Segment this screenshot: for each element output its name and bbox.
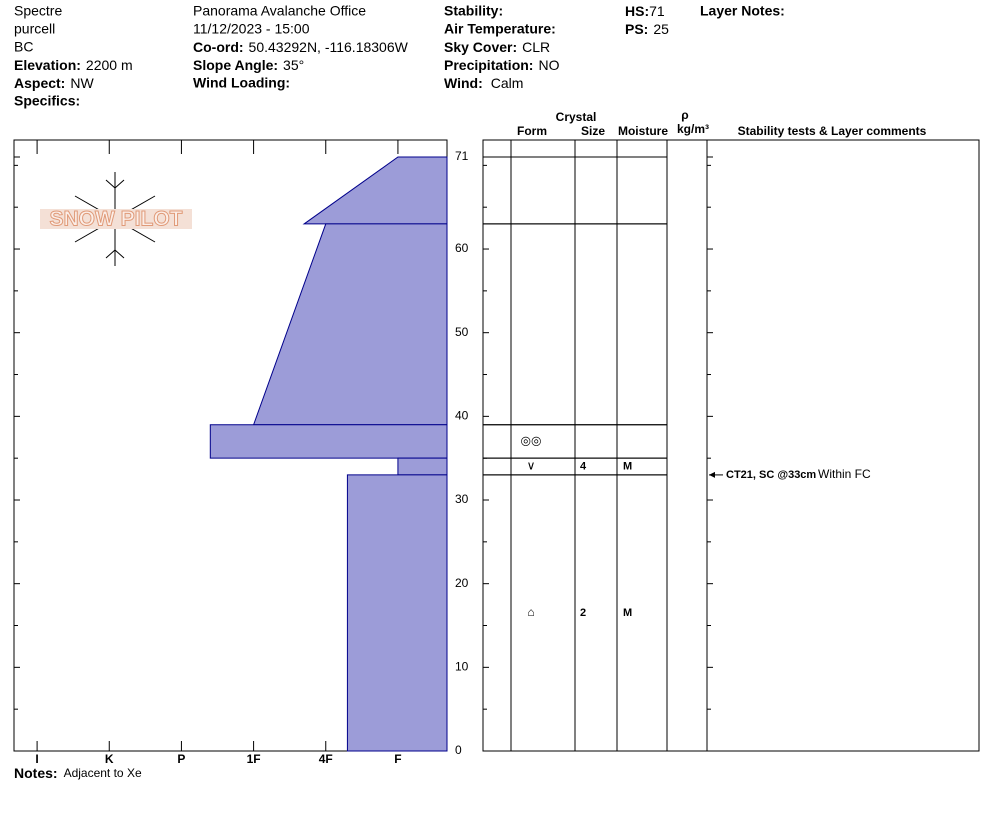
table-frame [482, 139, 980, 752]
y-tick-label: 50 [455, 325, 469, 339]
col-form: Form [517, 124, 547, 138]
y-tick-label: 40 [455, 409, 469, 423]
label: Aspect: [14, 75, 65, 91]
hardness-layer [209, 424, 448, 459]
hardness-layer [302, 156, 448, 225]
observer: Spectre [14, 3, 62, 19]
y-tick-label: 0 [455, 743, 462, 757]
grain-form: ◎◎ [521, 434, 542, 448]
moisture: M [623, 460, 632, 472]
grain-size: 2 [580, 607, 586, 619]
value: 71 [649, 3, 665, 19]
col-moisture: Moisture [618, 124, 668, 138]
value: 2200 m [86, 57, 133, 73]
value: NW [70, 75, 94, 91]
col-rho: ρ [681, 108, 688, 122]
range: purcell [14, 21, 55, 37]
label: Elevation: [14, 57, 81, 73]
x-tick-label: P [177, 752, 185, 766]
grain-form: ∨ [527, 459, 536, 473]
test-result: CT21, SC @33cm [726, 469, 816, 481]
col-crystal: Crystal [556, 110, 597, 124]
hs: HS:71 [625, 3, 665, 19]
test-comment: Within FC [818, 467, 871, 481]
label: Slope Angle: [193, 57, 278, 73]
hardness-layer [252, 223, 448, 426]
air-temperature: Air Temperature: [444, 21, 556, 37]
y-tick-label: 60 [455, 241, 469, 255]
value: NO [538, 57, 559, 73]
value: 50.43292N, -116.18306W [249, 39, 409, 55]
col-density-unit: kg/m³ [677, 122, 709, 136]
y-tick-label: 20 [455, 576, 469, 590]
wind: Wind: Calm [444, 75, 523, 91]
value: 25 [653, 21, 669, 37]
coord: Co-ord: 50.43292N, -116.18306W [193, 39, 409, 55]
specifics: Specifics: [14, 93, 80, 109]
aspect: Aspect: NW [14, 75, 94, 91]
datetime: 11/12/2023 - 15:00 [193, 21, 310, 37]
logo-band [40, 209, 192, 229]
y-tick-label: 71 [455, 149, 469, 163]
layer-notes: Layer Notes: [700, 3, 785, 19]
slope-angle: Slope Angle: 35° [193, 57, 304, 73]
elevation: Elevation: 2200 m [14, 57, 133, 73]
sky-cover: Sky Cover: CLR [444, 39, 550, 55]
stability: Stability: [444, 3, 503, 19]
precipitation: Precipitation: NO [444, 57, 560, 73]
y-tick-label: 10 [455, 660, 469, 674]
x-tick-label: 4F [319, 752, 333, 766]
label: PS: [625, 21, 648, 37]
hardness-layer [397, 457, 448, 476]
x-tick-label: K [105, 752, 114, 766]
value: Adjacent to Xe [64, 766, 142, 780]
label: Notes: [14, 765, 58, 781]
label: Sky Cover: [444, 39, 517, 55]
x-tick-label: F [394, 752, 401, 766]
grain-size: 4 [580, 460, 587, 472]
label: Co-ord: [193, 39, 244, 55]
arrow-head [709, 471, 715, 478]
location: Panorama Avalanche Office [193, 3, 366, 19]
notes: Notes: Adjacent to Xe [14, 765, 142, 781]
col-size: Size [581, 124, 605, 138]
value: CLR [522, 39, 550, 55]
y-tick-label: 30 [455, 492, 469, 506]
label: Wind: [444, 75, 483, 91]
value: Calm [491, 75, 524, 91]
moisture: M [623, 607, 632, 619]
ps: PS: 25 [625, 21, 669, 37]
grain-form: ⌂ [527, 605, 534, 619]
x-tick-label: I [35, 752, 38, 766]
hardness-layer [346, 474, 448, 752]
value: 35° [283, 57, 304, 73]
label: HS: [625, 3, 649, 19]
logo-text: SNOW PILOT [50, 208, 183, 231]
col-comments: Stability tests & Layer comments [738, 124, 927, 138]
x-tick-label: 1F [247, 752, 261, 766]
region: BC [14, 39, 33, 55]
label: Precipitation: [444, 57, 533, 73]
wind-loading: Wind Loading: [193, 75, 290, 91]
